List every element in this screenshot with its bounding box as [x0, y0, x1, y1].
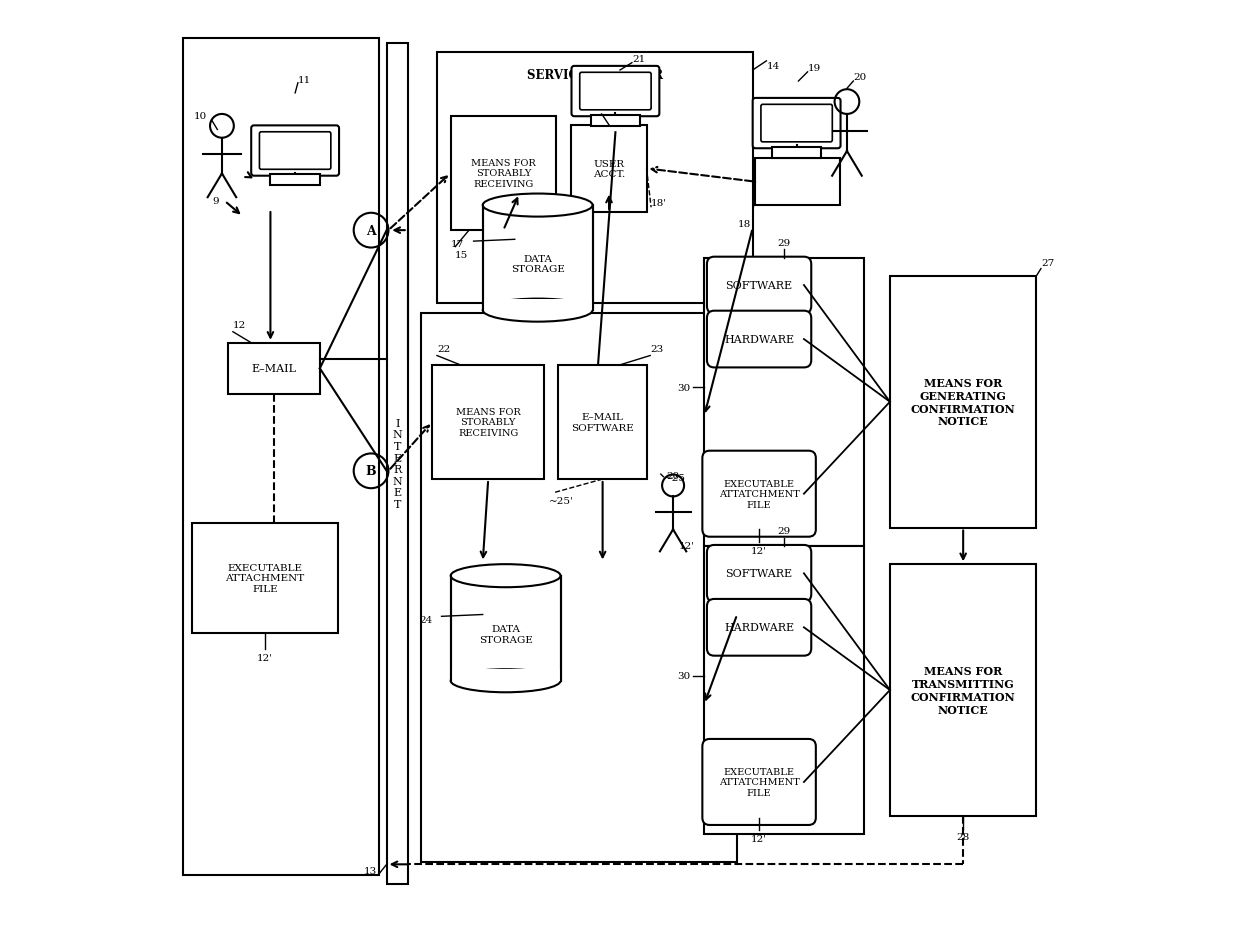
Text: 19: 19	[807, 64, 821, 72]
Ellipse shape	[482, 299, 593, 322]
Bar	[450, 117, 556, 231]
Bar	[482, 206, 593, 311]
Text: 18': 18'	[651, 199, 667, 208]
Bar	[270, 175, 320, 187]
Text: 30: 30	[677, 671, 691, 680]
Text: 20: 20	[666, 471, 680, 481]
Text: HARDWARE: HARDWARE	[724, 623, 794, 633]
Text: SERVICE PROVIDER: SERVICE PROVIDER	[527, 69, 663, 82]
Bar	[755, 159, 839, 206]
Bar	[436, 53, 753, 304]
Bar	[590, 116, 640, 127]
Bar	[182, 39, 379, 875]
Text: ~25: ~25	[663, 473, 686, 483]
FancyBboxPatch shape	[259, 133, 331, 170]
Text: MEANS FOR
STORABLY
RECEIVING: MEANS FOR STORABLY RECEIVING	[456, 407, 521, 437]
Text: 14: 14	[766, 62, 780, 71]
Text: USER
ACCT.: USER ACCT.	[593, 160, 625, 179]
Text: 30: 30	[677, 383, 691, 393]
Bar	[422, 313, 737, 861]
Text: SOFTWARE: SOFTWARE	[725, 281, 792, 290]
Text: 13: 13	[365, 867, 377, 875]
Text: 12': 12'	[680, 542, 696, 550]
Bar	[558, 366, 647, 480]
Text: 16: 16	[587, 103, 600, 112]
Bar	[704, 258, 864, 547]
Text: 20: 20	[853, 73, 867, 82]
FancyBboxPatch shape	[702, 451, 816, 537]
FancyBboxPatch shape	[702, 739, 816, 825]
Text: 18: 18	[738, 220, 751, 229]
FancyBboxPatch shape	[753, 98, 841, 149]
Ellipse shape	[482, 194, 593, 217]
Text: B: B	[366, 465, 377, 478]
Text: DATA
STORAGE: DATA STORAGE	[511, 254, 564, 274]
Text: 15: 15	[455, 251, 469, 260]
FancyBboxPatch shape	[761, 105, 832, 143]
FancyBboxPatch shape	[252, 126, 339, 176]
Bar	[433, 366, 544, 480]
FancyBboxPatch shape	[707, 546, 811, 602]
FancyBboxPatch shape	[572, 67, 660, 117]
Text: A: A	[366, 225, 376, 238]
Text: 24: 24	[419, 615, 433, 624]
Ellipse shape	[450, 669, 560, 692]
Text: 9: 9	[212, 197, 219, 206]
Bar	[704, 547, 864, 834]
Bar	[572, 126, 646, 213]
Text: MEANS FOR
TRANSMITTING
CONFIRMATION
NOTICE: MEANS FOR TRANSMITTING CONFIRMATION NOTI…	[911, 665, 1016, 715]
FancyBboxPatch shape	[707, 599, 811, 656]
Text: 12': 12'	[751, 547, 768, 555]
Text: I
N
T
E
R
N
E
T: I N T E R N E T	[392, 419, 402, 509]
Text: 29: 29	[777, 526, 791, 535]
Text: 21: 21	[632, 55, 645, 64]
Text: 29: 29	[777, 238, 791, 248]
Text: 12': 12'	[751, 834, 768, 844]
Text: 10: 10	[195, 112, 207, 122]
Text: 17: 17	[451, 240, 465, 249]
Text: EXECUTABLE
ATTATCHMENT
FILE: EXECUTABLE ATTATCHMENT FILE	[719, 479, 800, 509]
Text: 12': 12'	[257, 653, 273, 663]
Text: 12: 12	[233, 321, 247, 329]
Text: DATA
STORAGE: DATA STORAGE	[479, 625, 532, 644]
FancyBboxPatch shape	[707, 311, 811, 368]
Text: EXECUTABLE
ATTATCHMENT
FILE: EXECUTABLE ATTATCHMENT FILE	[719, 767, 800, 797]
Bar	[482, 299, 593, 311]
FancyBboxPatch shape	[707, 257, 811, 314]
Text: 22: 22	[436, 344, 450, 354]
Text: HARDWARE: HARDWARE	[724, 335, 794, 344]
Text: EXECUTABLE
ATTACHMENT
FILE: EXECUTABLE ATTACHMENT FILE	[226, 563, 305, 593]
Bar	[890, 564, 1037, 816]
Bar	[387, 44, 408, 884]
Text: MEANS FOR
GENERATING
CONFIRMATION
NOTICE: MEANS FOR GENERATING CONFIRMATION NOTICE	[911, 378, 1016, 427]
Text: ~25': ~25'	[548, 496, 573, 505]
Bar	[228, 343, 320, 394]
Text: E–MAIL: E–MAIL	[252, 364, 296, 374]
Ellipse shape	[450, 564, 560, 587]
FancyBboxPatch shape	[580, 73, 651, 110]
Bar	[890, 277, 1037, 528]
Bar	[450, 576, 560, 681]
Text: MEANS FOR
STORABLY
RECEIVING: MEANS FOR STORABLY RECEIVING	[471, 159, 536, 188]
Bar	[192, 523, 339, 633]
Text: 11: 11	[298, 76, 311, 84]
Text: E–MAIL
SOFTWARE: E–MAIL SOFTWARE	[572, 413, 634, 432]
Text: 23: 23	[650, 344, 663, 354]
Text: SOFTWARE: SOFTWARE	[725, 569, 792, 579]
Text: 28: 28	[956, 832, 970, 842]
Bar	[450, 669, 560, 681]
Bar	[773, 148, 821, 159]
Text: 27: 27	[1040, 259, 1054, 267]
